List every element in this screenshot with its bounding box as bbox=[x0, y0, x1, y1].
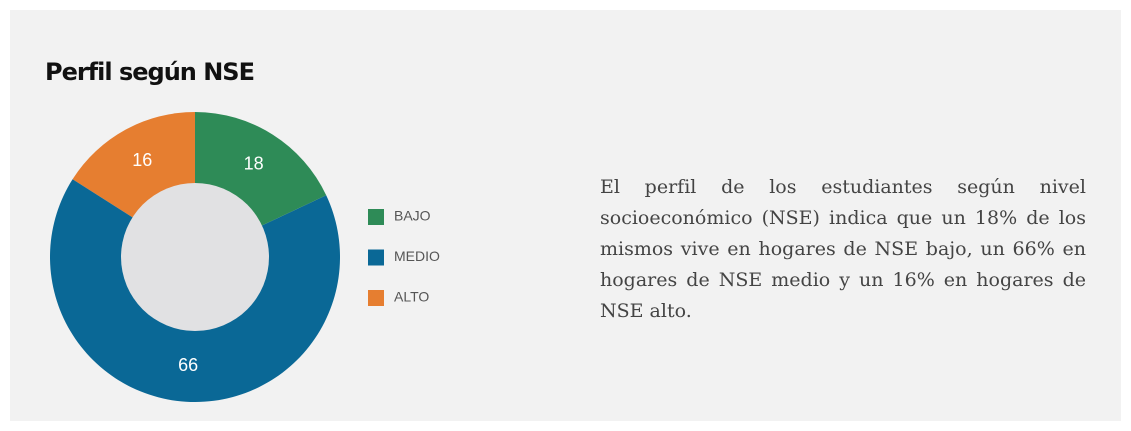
legend-swatch bbox=[368, 290, 384, 306]
legend-label: ALTO bbox=[394, 289, 429, 305]
segment-label: 66 bbox=[178, 355, 198, 375]
legend-label: BAJO bbox=[394, 208, 431, 224]
segment-label: 18 bbox=[244, 153, 264, 173]
segment-label: 16 bbox=[132, 150, 152, 170]
chart-title: Perfil según NSE bbox=[45, 58, 254, 86]
description: El perfil de los estudiantes según nivel… bbox=[600, 176, 1086, 322]
legend-swatch bbox=[368, 249, 384, 266]
legend-swatch bbox=[368, 209, 384, 225]
donut-hole bbox=[121, 183, 269, 331]
legend-label: MEDIO bbox=[394, 248, 440, 264]
